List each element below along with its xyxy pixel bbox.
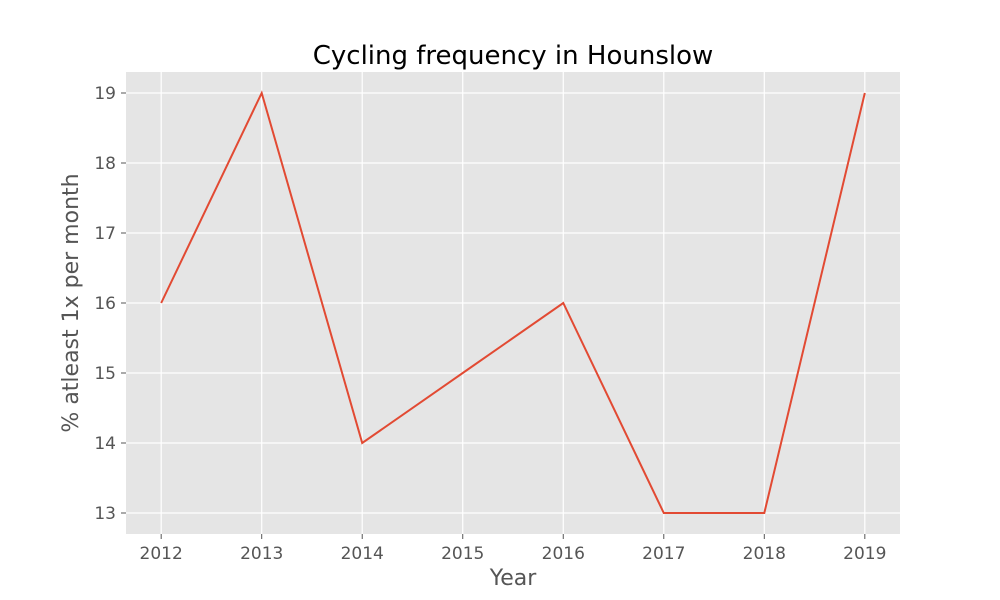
y-tick-label: 14 xyxy=(94,434,116,454)
series-line xyxy=(160,90,866,514)
x-tick-label: 2014 xyxy=(341,544,384,564)
chart-title: Cycling frequency in Hounslow xyxy=(313,41,714,71)
y-tick-label: 15 xyxy=(94,364,116,384)
y-tick-label: 18 xyxy=(94,154,116,174)
y-axis-ticks: 13 14 15 16 17 18 19 xyxy=(94,84,126,524)
y-tick-label: 16 xyxy=(94,294,116,314)
y-tick-label: 13 xyxy=(94,504,116,524)
y-tick-label: 17 xyxy=(94,224,116,244)
x-tick-label: 2016 xyxy=(542,544,585,564)
x-tick-label: 2015 xyxy=(441,544,484,564)
x-tick-label: 2017 xyxy=(642,544,685,564)
y-tick-label: 19 xyxy=(94,84,116,104)
x-tick-label: 2019 xyxy=(843,544,886,564)
x-axis-ticks: 2012 2013 2014 2015 2016 2017 2018 2019 xyxy=(140,534,886,564)
y-gridlines xyxy=(126,92,900,514)
x-axis-label: Year xyxy=(489,566,538,591)
x-tick-label: 2018 xyxy=(743,544,786,564)
x-tick-label: 2013 xyxy=(240,544,283,564)
y-axis-label: % atleast 1x per month xyxy=(59,173,84,432)
x-tick-label: 2012 xyxy=(140,544,183,564)
series-layer xyxy=(160,90,866,514)
